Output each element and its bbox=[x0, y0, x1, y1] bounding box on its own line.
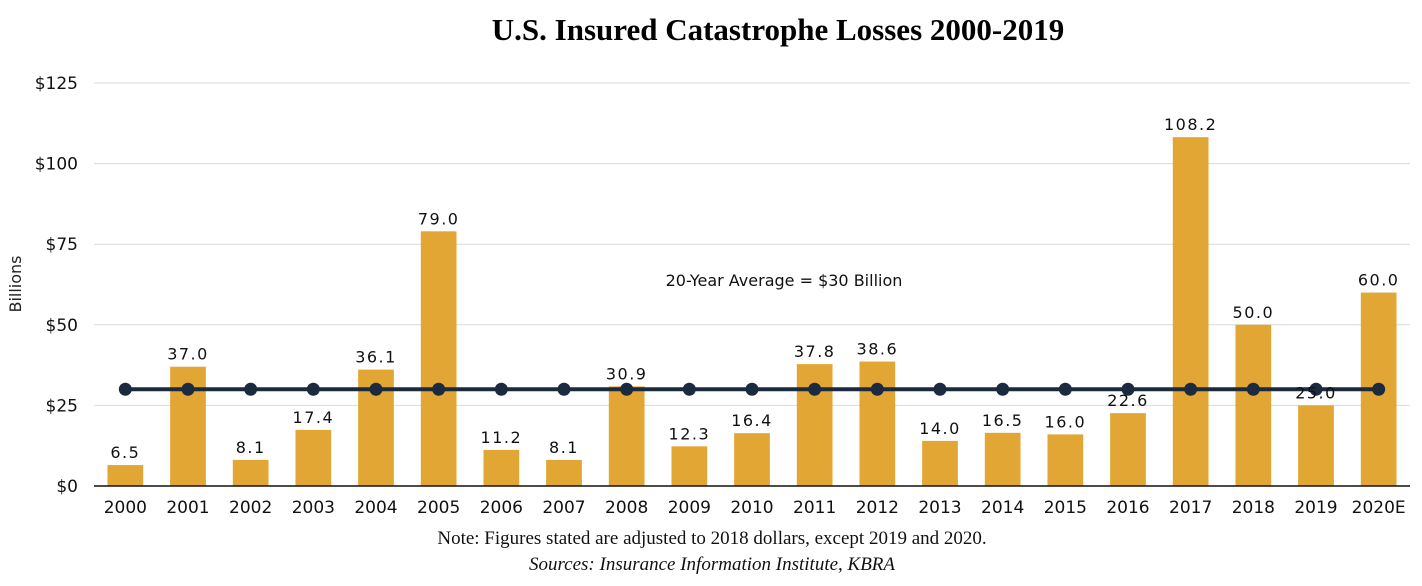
data-label: 12.3 bbox=[669, 424, 711, 443]
average-marker bbox=[682, 382, 696, 396]
data-label: 60.0 bbox=[1358, 271, 1400, 290]
average-marker bbox=[432, 382, 446, 396]
bar bbox=[295, 429, 332, 486]
data-label: 17.4 bbox=[293, 408, 335, 427]
average-marker bbox=[870, 382, 884, 396]
average-marker bbox=[1184, 382, 1198, 396]
x-tick-label: 2015 bbox=[1044, 498, 1087, 518]
average-marker bbox=[1372, 382, 1386, 396]
average-marker bbox=[557, 382, 571, 396]
data-label: 8.1 bbox=[549, 438, 579, 457]
average-marker bbox=[745, 382, 759, 396]
data-label: 16.4 bbox=[731, 411, 773, 430]
data-label: 16.0 bbox=[1045, 412, 1087, 431]
data-labels: 6.5 37.0 8.1 17.4 36.1 79.0 11.2 8.1 30.9 12.3 16.… bbox=[110, 115, 1400, 462]
average-marker bbox=[1246, 382, 1260, 396]
bar bbox=[984, 432, 1021, 486]
bars bbox=[107, 137, 1397, 486]
x-tick-label: 2014 bbox=[981, 498, 1024, 518]
data-label: 25.0 bbox=[1295, 383, 1337, 402]
y-tick-label: $50 bbox=[46, 316, 78, 336]
x-tick-label: 2008 bbox=[605, 498, 648, 518]
average-marker bbox=[996, 382, 1010, 396]
average-annotation: 20-Year Average = $30 Billion bbox=[666, 271, 903, 290]
average-marker bbox=[306, 382, 320, 396]
bar bbox=[671, 446, 708, 486]
bar bbox=[546, 459, 582, 486]
bar bbox=[608, 386, 645, 486]
y-axis-label: Billions bbox=[6, 255, 25, 312]
bar bbox=[1172, 137, 1209, 486]
x-tick-label: 2002 bbox=[229, 498, 272, 518]
bar bbox=[1110, 413, 1146, 486]
chart-source: Sources: Insurance Information Institute… bbox=[529, 554, 895, 575]
bar bbox=[107, 465, 144, 486]
bar bbox=[734, 433, 770, 486]
average-marker bbox=[494, 382, 508, 396]
bar bbox=[859, 361, 896, 486]
bar bbox=[483, 449, 520, 486]
x-tick-label: 2019 bbox=[1294, 498, 1337, 518]
x-tick-label: 2000 bbox=[104, 498, 147, 518]
average-line-group bbox=[118, 382, 1386, 396]
x-tick-label: 2013 bbox=[918, 498, 961, 518]
x-tick-label: 2010 bbox=[730, 498, 773, 518]
data-label: 16.5 bbox=[982, 411, 1024, 430]
bar bbox=[1235, 324, 1272, 486]
average-marker bbox=[1121, 382, 1135, 396]
x-tick-label: 2004 bbox=[354, 498, 397, 518]
data-label: 37.8 bbox=[794, 342, 836, 361]
data-label: 36.1 bbox=[355, 348, 397, 367]
average-marker bbox=[933, 382, 947, 396]
bar bbox=[1047, 434, 1084, 486]
x-tick-label: 2001 bbox=[166, 498, 209, 518]
y-tick-label: $75 bbox=[46, 235, 78, 255]
average-marker bbox=[808, 382, 822, 396]
bar bbox=[232, 459, 269, 486]
data-label: 108.2 bbox=[1164, 115, 1217, 134]
average-marker bbox=[1058, 382, 1072, 396]
data-label: 50.0 bbox=[1233, 303, 1275, 322]
data-label: 11.2 bbox=[481, 428, 523, 447]
y-tick-label: $0 bbox=[56, 477, 78, 497]
average-marker bbox=[620, 382, 634, 396]
x-tick-label: 2012 bbox=[856, 498, 899, 518]
chart-title: U.S. Insured Catastrophe Losses 2000-201… bbox=[492, 12, 1064, 47]
average-marker bbox=[1309, 382, 1323, 396]
x-tick-label: 2006 bbox=[480, 498, 523, 518]
y-tick-label: $125 bbox=[35, 74, 78, 94]
data-label: 14.0 bbox=[919, 419, 961, 438]
average-marker bbox=[181, 382, 195, 396]
x-tick-label: 2007 bbox=[542, 498, 585, 518]
x-tick-label: 2005 bbox=[417, 498, 460, 518]
bar bbox=[420, 231, 457, 486]
y-tick-label: $25 bbox=[46, 396, 78, 416]
data-label: 8.1 bbox=[236, 438, 266, 457]
average-marker bbox=[369, 382, 383, 396]
x-axis-ticks: 2000 2001 2002 2003 2004 2005 2006 2007 2008 2009… bbox=[104, 498, 1406, 518]
data-label: 79.0 bbox=[418, 209, 460, 228]
data-label: 38.6 bbox=[857, 340, 899, 359]
data-label: 37.0 bbox=[167, 345, 209, 364]
average-marker bbox=[118, 382, 132, 396]
x-tick-label: 2017 bbox=[1169, 498, 1212, 518]
y-tick-label: $100 bbox=[35, 155, 78, 175]
data-label: 6.5 bbox=[110, 443, 140, 462]
x-tick-label: 2020E bbox=[1352, 498, 1406, 518]
x-tick-label: 2011 bbox=[793, 498, 836, 518]
x-tick-label: 2009 bbox=[668, 498, 711, 518]
bar bbox=[1298, 405, 1334, 486]
bar bbox=[796, 364, 833, 486]
data-label: 30.9 bbox=[606, 364, 648, 383]
x-tick-label: 2003 bbox=[292, 498, 335, 518]
data-label: 22.6 bbox=[1107, 391, 1149, 410]
average-marker bbox=[244, 382, 258, 396]
y-axis-ticks: $0 $25 $50 $75 $100 $125 bbox=[35, 74, 78, 497]
x-tick-label: 2018 bbox=[1232, 498, 1275, 518]
x-tick-label: 2016 bbox=[1106, 498, 1149, 518]
chart-note: Note: Figures stated are adjusted to 201… bbox=[437, 528, 986, 549]
bar bbox=[922, 440, 958, 486]
